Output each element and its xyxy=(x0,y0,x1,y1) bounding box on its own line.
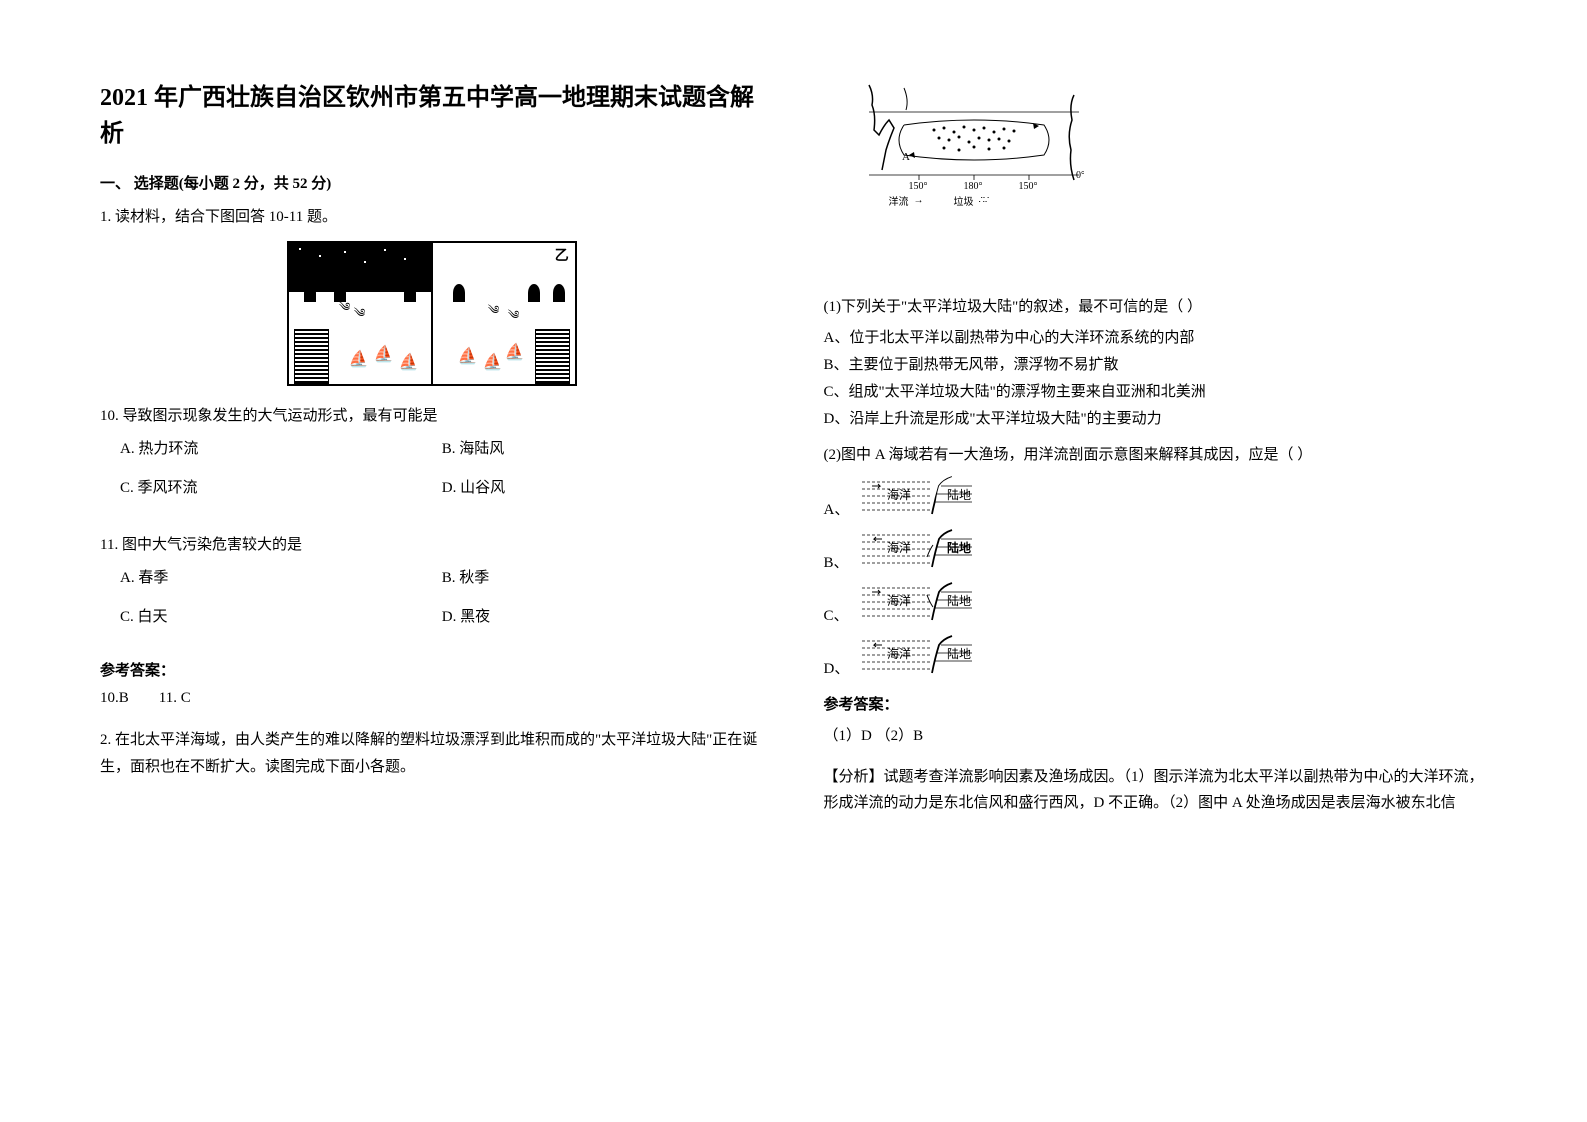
map-lon1: 150° xyxy=(909,181,928,192)
svg-text:海洋: 海洋 xyxy=(887,646,911,661)
svg-text:A: A xyxy=(902,151,910,163)
analysis-text: 【分析】试题考查洋流影响因素及渔场成因。（1）图示洋流为北太平洋以副热带为中心的… xyxy=(824,765,1488,816)
svg-text:0°: 0° xyxy=(1076,170,1084,181)
answers-1: 10.B 11. C xyxy=(100,690,764,707)
svg-text:海洋: 海洋 xyxy=(887,593,911,608)
svg-text:陆地: 陆地 xyxy=(947,646,971,661)
sub-q1-text: (1)下列关于"太平洋垃圾大陆"的叙述，最不可信的是（ ） xyxy=(824,295,1488,316)
profile-option-b: B、 海洋 陆地 xyxy=(824,527,1488,572)
q11-option-a: A. 春季 xyxy=(120,566,442,587)
svg-text:陆地: 陆地 xyxy=(947,593,971,608)
pacific-map-figure: A 0° 150° 180° 150° 洋流 → 垃圾 ∴∵ xyxy=(864,80,1084,210)
svg-text:陆地: 陆地 xyxy=(947,540,971,555)
legend-current: 洋流 xyxy=(889,193,909,208)
map-lon3: 150° xyxy=(1019,181,1038,192)
profile-option-a: A、 海洋 陆地 xyxy=(824,474,1488,519)
q10-option-b: B. 海陆风 xyxy=(442,437,764,458)
sub-q1-b: B、主要位于副热带无风带，漂浮物不易扩散 xyxy=(824,353,1488,374)
profile-label-a: A、 xyxy=(824,498,850,519)
q1-intro: 1. 读材料，结合下图回答 10-11 题。 xyxy=(100,205,764,226)
profile-label-d: D、 xyxy=(824,657,850,678)
sub-q1-a: A、位于北太平洋以副热带为中心的大洋环流系统的内部 xyxy=(824,326,1488,347)
q10-option-d: D. 山谷风 xyxy=(442,476,764,497)
svg-text:海洋: 海洋 xyxy=(887,540,911,555)
answer-header-1: 参考答案： xyxy=(100,659,764,680)
map-lon2: 180° xyxy=(964,181,983,192)
q11-option-b: B. 秋季 xyxy=(442,566,764,587)
profile-option-d: D、 海洋 陆地 xyxy=(824,633,1488,678)
profile-option-c: C、 海洋 陆地 xyxy=(824,580,1488,625)
q10-option-a: A. 热力环流 xyxy=(120,437,442,458)
q10-option-c: C. 季风环流 xyxy=(120,476,442,497)
sub-q1-d: D、沿岸上升流是形成"太平洋垃圾大陆"的主要动力 xyxy=(824,407,1488,428)
legend-trash: 垃圾 xyxy=(954,193,974,208)
q2-intro: 2. 在北太平洋海域，由人类产生的难以降解的塑料垃圾漂浮到此堆积而成的"太平洋垃… xyxy=(100,727,764,781)
q10-text: 10. 导致图示现象发生的大气运动形式，最有可能是 xyxy=(100,404,764,425)
sub-q2-text: (2)图中 A 海域若有一大渔场，用洋流剖面示意图来解释其成因，应是（ ） xyxy=(824,443,1488,464)
svg-text:陆地: 陆地 xyxy=(947,487,971,502)
sailboat-figure: 甲 ༄ ༄ xyxy=(100,241,764,386)
profile-label-c: C、 xyxy=(824,604,849,625)
profile-label-b: B、 xyxy=(824,551,849,572)
answer-header-2: 参考答案： xyxy=(824,693,1488,714)
answers-2: （1）D （2）B xyxy=(824,724,1488,745)
q11-option-d: D. 黑夜 xyxy=(442,605,764,626)
exam-title: 2021 年广西壮族自治区钦州市第五中学高一地理期末试题含解析 xyxy=(100,80,764,152)
sub-q1-c: C、组成"太平洋垃圾大陆"的漂浮物主要来自亚洲和北美洲 xyxy=(824,380,1488,401)
panel-label-right: 乙 xyxy=(555,245,569,265)
q11-text: 11. 图中大气污染危害较大的是 xyxy=(100,533,764,554)
q11-option-c: C. 白天 xyxy=(120,605,442,626)
svg-text:海洋: 海洋 xyxy=(887,487,911,502)
section-header: 一、 选择题(每小题 2 分，共 52 分) xyxy=(100,172,764,193)
